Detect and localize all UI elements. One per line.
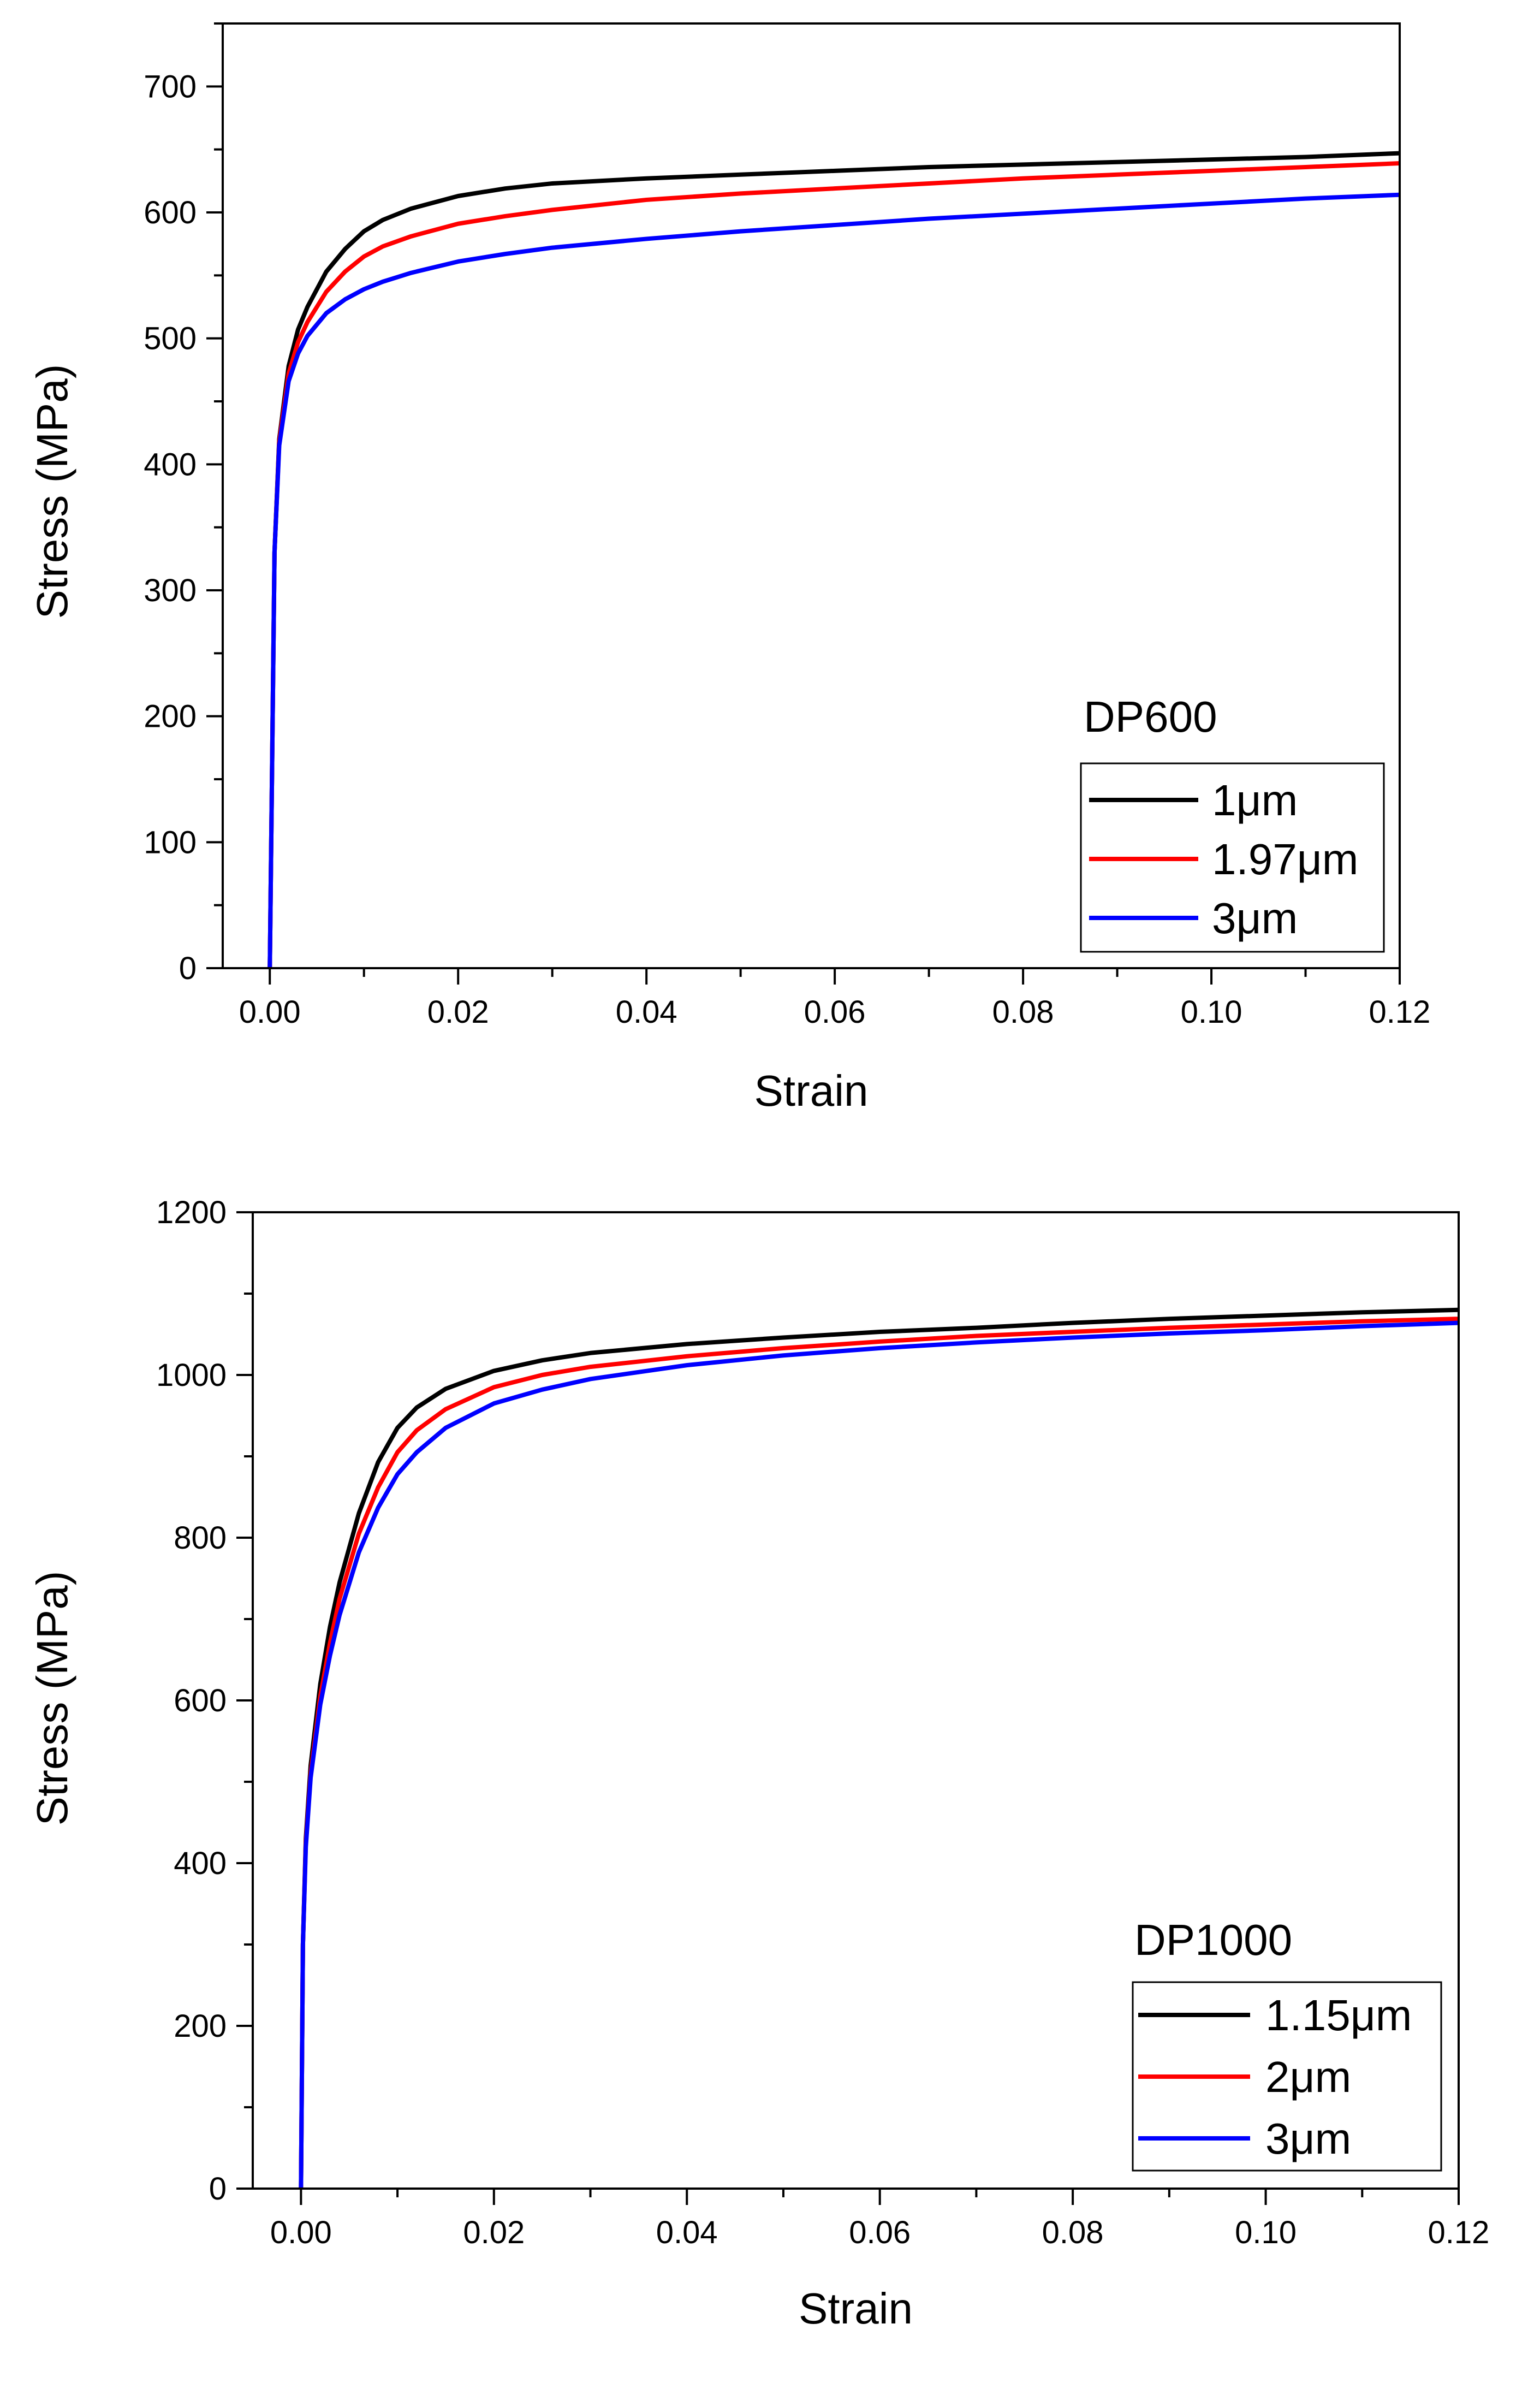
chart-dp1000: 0.00 0.02 0.04 0.06 0.08 0.10 0.12 0 200 400 600 80… — [28, 1195, 1489, 2333]
x-axis-title: Strain — [799, 2284, 913, 2333]
series-line-0-0 — [267, 151, 1400, 968]
y-tick-label: 1000 — [156, 1357, 227, 1393]
x-tick-label: 0.12 — [1428, 2215, 1490, 2250]
x-tick-label: 0.00 — [239, 994, 301, 1030]
y-tick-label: 400 — [174, 1846, 227, 1881]
x-tick-label: 0.06 — [804, 994, 866, 1030]
x-tick-label: 0.06 — [849, 2215, 911, 2250]
x-tick-label: 0.10 — [1181, 994, 1242, 1030]
y-tick-label: 200 — [144, 699, 197, 734]
x-tick-label: 0.02 — [427, 994, 489, 1030]
series-line-0-2 — [267, 192, 1400, 968]
legend-title: DP600 — [1084, 692, 1217, 741]
x-tick-label: 0.04 — [656, 2215, 718, 2250]
series-line-1-2 — [299, 1320, 1459, 2189]
y-axis-title: Stress (MPa) — [28, 364, 76, 619]
series-line-0-1 — [267, 161, 1400, 968]
y-tick-label: 0 — [179, 951, 197, 986]
chart-dp600: 0.00 0.02 0.04 0.06 0.08 0.10 0.12 0 100 200 300 40… — [28, 22, 1431, 1115]
plot-frame — [222, 22, 1401, 969]
legend-label: 3μm — [1265, 2114, 1351, 2163]
legend-label: 2μm — [1265, 2053, 1351, 2101]
legend-label: 1.15μm — [1265, 1991, 1412, 2040]
y-tick-label: 1200 — [156, 1195, 227, 1230]
legend-label: 1μm — [1212, 776, 1298, 825]
y-tick-label: 600 — [174, 1683, 227, 1718]
x-tick-label: 0.08 — [1042, 2215, 1104, 2250]
y-tick-label: 800 — [174, 1520, 227, 1556]
y-tick-label: 600 — [144, 195, 197, 230]
y-tick-label: 100 — [144, 825, 197, 860]
y-tick-label: 700 — [144, 69, 197, 104]
x-tick-label: 0.04 — [616, 994, 677, 1030]
x-tick-label: 0.00 — [270, 2215, 332, 2250]
y-tick-label: 400 — [144, 447, 197, 482]
y-tick-label: 500 — [144, 321, 197, 357]
x-tick-label: 0.08 — [992, 994, 1054, 1030]
y-axis-title: Stress (MPa) — [28, 1571, 76, 1826]
x-tick-label: 0.10 — [1235, 2215, 1297, 2250]
x-tick-label: 0.02 — [463, 2215, 525, 2250]
legend-title: DP1000 — [1134, 1916, 1292, 1964]
y-tick-label: 0 — [209, 2171, 227, 2207]
legend-label: 3μm — [1212, 894, 1298, 942]
legend-label: 1.97μm — [1212, 835, 1358, 884]
y-tick-label: 300 — [144, 573, 197, 608]
x-tick-label: 0.12 — [1369, 994, 1431, 1030]
y-tick-label: 200 — [174, 2008, 227, 2044]
x-axis-title: Strain — [754, 1066, 869, 1115]
